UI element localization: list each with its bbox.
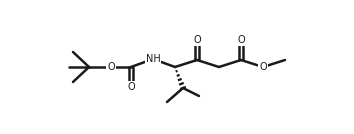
Text: O: O bbox=[107, 62, 115, 72]
Text: O: O bbox=[259, 62, 267, 72]
Text: O: O bbox=[193, 35, 201, 45]
Text: O: O bbox=[127, 82, 135, 92]
Text: O: O bbox=[237, 35, 245, 45]
Text: NH: NH bbox=[145, 54, 160, 64]
